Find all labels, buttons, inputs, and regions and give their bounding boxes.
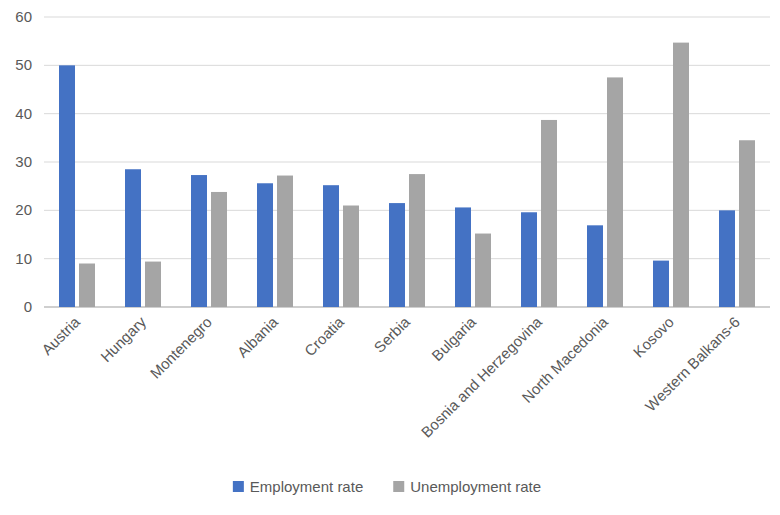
- bar: [521, 212, 537, 307]
- bar: [587, 225, 603, 307]
- x-tick-label: Serbia: [370, 313, 413, 356]
- x-tick-label: Kosovo: [630, 313, 677, 360]
- bar: [145, 262, 161, 307]
- bar: [739, 140, 755, 307]
- grid-line: [44, 17, 770, 18]
- bar: [125, 169, 141, 307]
- y-tick-label: 10: [15, 250, 32, 267]
- x-tick-label: Albania: [234, 313, 282, 361]
- bar: [277, 176, 293, 307]
- bar: [409, 174, 425, 307]
- bar: [59, 65, 75, 307]
- bar: [673, 43, 689, 307]
- legend-swatch: [393, 481, 404, 492]
- bar: [257, 183, 273, 307]
- bars: [59, 43, 755, 307]
- bar: [343, 206, 359, 308]
- bar: [653, 261, 669, 307]
- x-tick-label: Austria: [38, 313, 83, 358]
- bar: [323, 185, 339, 307]
- bar: [389, 203, 405, 307]
- grid-line: [44, 113, 770, 114]
- legend-label: Employment rate: [250, 478, 363, 495]
- x-tick-label: Western Balkans-6: [642, 313, 743, 414]
- grid-line: [44, 65, 770, 66]
- grid-line: [44, 258, 770, 259]
- x-tick-label: Bulgaria: [428, 313, 479, 364]
- chart-container: 0 10 20 30 40 50 60 Austria HungaryMontenegro Alb…: [0, 0, 780, 515]
- legend-swatch: [233, 481, 244, 492]
- y-tick-label: 30: [15, 153, 32, 170]
- x-tick-label: North Macedonia: [518, 313, 611, 406]
- y-tick-label: 40: [15, 105, 32, 122]
- bar: [541, 120, 557, 307]
- legend-item: Employment rate: [233, 478, 363, 495]
- x-tick-label: Hungary: [97, 313, 149, 365]
- bar: [607, 77, 623, 307]
- y-tick-label: 50: [15, 56, 32, 73]
- bar: [455, 207, 471, 307]
- bar: [79, 264, 95, 308]
- y-tick-label: 60: [15, 8, 32, 25]
- grid: [44, 17, 770, 307]
- bar: [211, 192, 227, 307]
- x-tick-label: Croatia: [301, 313, 348, 360]
- legend: Employment rate Unemployment rate: [233, 478, 541, 495]
- bar: [191, 175, 207, 307]
- x-tick-label: Montenegro: [146, 313, 215, 382]
- y-tick-label: 20: [15, 201, 32, 218]
- bar: [475, 234, 491, 307]
- x-tick-label: Bosnia and Herzegovina: [418, 313, 546, 441]
- grid-line: [44, 162, 770, 163]
- y-tick-label: 0: [24, 298, 32, 315]
- legend-item: Unemployment rate: [393, 478, 541, 495]
- bar: [719, 210, 735, 307]
- legend-label: Unemployment rate: [410, 478, 541, 495]
- chart-svg: 0 10 20 30 40 50 60 Austria HungaryMontenegro Alb…: [0, 0, 780, 515]
- grid-line: [44, 210, 770, 211]
